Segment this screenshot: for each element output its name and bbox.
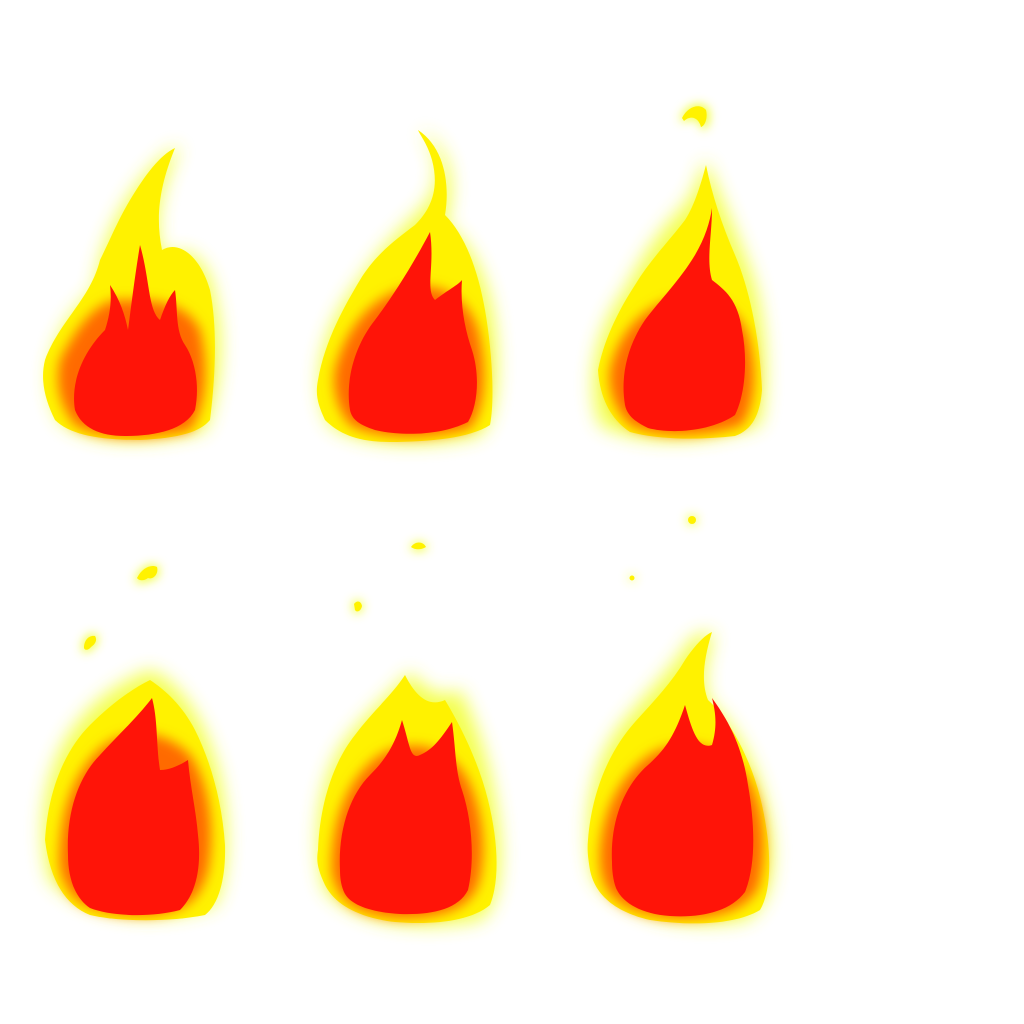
flame-frame-1 (43, 146, 221, 441)
flame-frame-4 (43, 564, 227, 921)
flame-frame-2 (316, 130, 497, 444)
flame-frame-3 (593, 104, 766, 440)
flame-frame-6 (587, 515, 773, 924)
flame-frame-5 (317, 542, 501, 926)
